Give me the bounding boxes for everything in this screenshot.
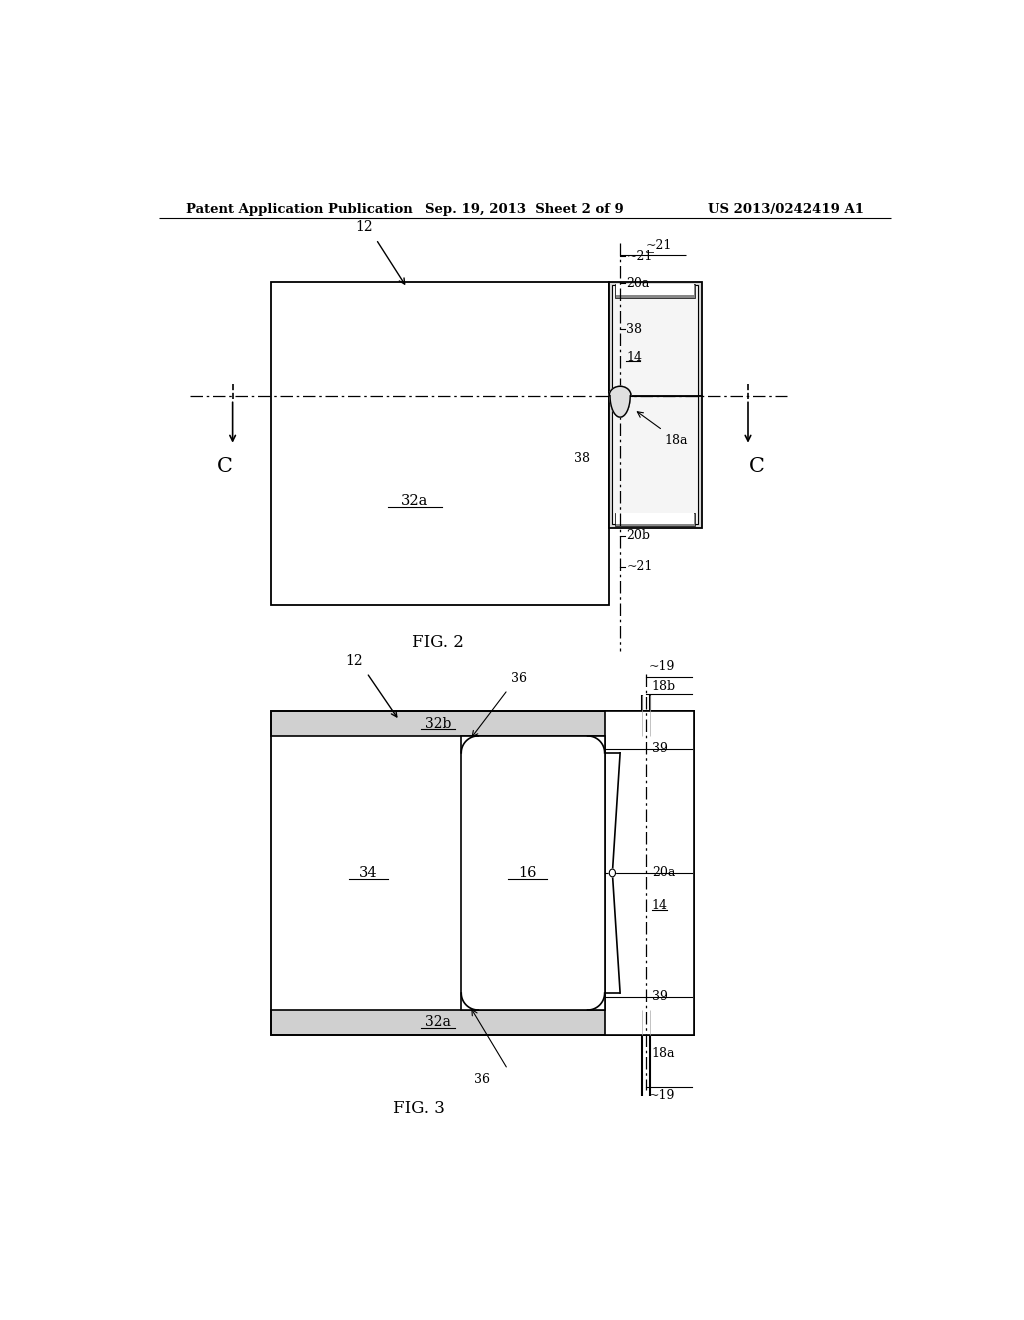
- Text: 36: 36: [474, 1073, 490, 1086]
- Text: 16: 16: [518, 866, 537, 880]
- Bar: [614, 284, 695, 298]
- Text: 32a: 32a: [401, 494, 428, 508]
- Text: 32b: 32b: [425, 717, 452, 730]
- Bar: [608, 396, 701, 528]
- Bar: [614, 512, 695, 527]
- Text: 14: 14: [627, 351, 642, 363]
- Bar: [612, 285, 697, 396]
- Text: Patent Application Publication: Patent Application Publication: [186, 203, 413, 216]
- Text: 18b: 18b: [652, 680, 676, 693]
- Text: 34: 34: [359, 866, 378, 880]
- Text: 39: 39: [652, 990, 668, 1003]
- Bar: [604, 711, 693, 1035]
- Text: 20a: 20a: [627, 277, 649, 289]
- Text: US 2013/0242419 A1: US 2013/0242419 A1: [709, 203, 864, 216]
- Bar: [608, 281, 701, 396]
- Bar: [271, 711, 693, 737]
- Text: ~21: ~21: [627, 560, 652, 573]
- Text: 12: 12: [345, 655, 364, 668]
- Text: ~21: ~21: [646, 239, 672, 252]
- Bar: [271, 711, 693, 1035]
- Polygon shape: [609, 387, 631, 417]
- Text: Sep. 19, 2013  Sheet 2 of 9: Sep. 19, 2013 Sheet 2 of 9: [425, 203, 625, 216]
- Bar: [612, 396, 697, 524]
- Polygon shape: [609, 869, 615, 876]
- Text: 36: 36: [511, 672, 527, 685]
- Bar: [271, 1010, 693, 1035]
- Bar: [271, 281, 608, 605]
- Text: 14: 14: [652, 899, 668, 912]
- Text: 12: 12: [355, 220, 373, 234]
- Text: 20a: 20a: [652, 866, 675, 879]
- Text: 18a: 18a: [665, 434, 688, 447]
- Text: FIG. 2: FIG. 2: [412, 635, 464, 651]
- Text: 38: 38: [573, 453, 590, 465]
- Text: 38: 38: [627, 323, 642, 335]
- Text: C: C: [750, 457, 765, 477]
- Text: ~21: ~21: [627, 249, 652, 263]
- Text: 18a: 18a: [652, 1047, 676, 1060]
- Bar: [461, 737, 604, 1010]
- Text: —: —: [646, 248, 654, 257]
- Text: ~19: ~19: [649, 660, 675, 673]
- Text: 20b: 20b: [627, 529, 650, 543]
- Text: FIG. 3: FIG. 3: [392, 1100, 444, 1117]
- Text: 32a: 32a: [425, 1015, 451, 1030]
- Bar: [616, 284, 693, 294]
- Text: C: C: [217, 457, 232, 477]
- Text: 39: 39: [652, 742, 668, 755]
- Text: ~19: ~19: [649, 1089, 675, 1102]
- Bar: [616, 513, 693, 524]
